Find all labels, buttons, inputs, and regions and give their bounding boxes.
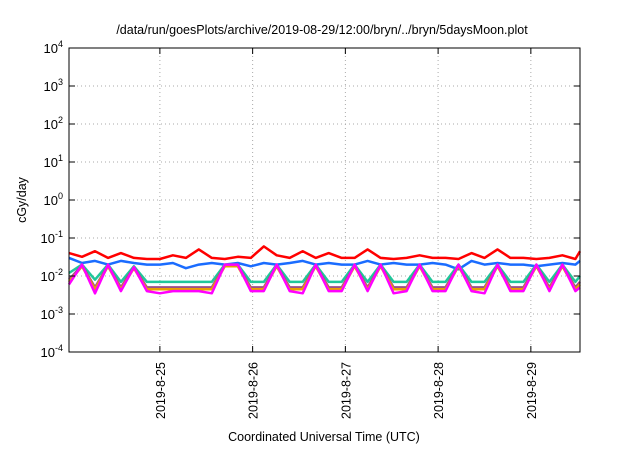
- x-tick-label: 2019-8-25: [154, 362, 168, 419]
- series-line-magenta: [67, 263, 581, 295]
- series-group: [67, 245, 582, 295]
- y-tick-label: 104: [44, 39, 63, 56]
- y-tick-label: 100: [44, 191, 63, 208]
- x-tick-label: 2019-8-29: [525, 362, 539, 419]
- y-tick-label: 10-1: [41, 229, 63, 246]
- y-tick-label: 10-3: [41, 305, 63, 322]
- series-line-blue: [68, 256, 581, 271]
- y-tick-label: 101: [44, 153, 63, 170]
- y-tick-label: 102: [44, 115, 63, 132]
- series-line-red: [68, 245, 582, 261]
- y-tick-label: 10-2: [41, 267, 63, 284]
- y-tick-label: 103: [44, 77, 63, 94]
- x-tick-label: 2019-8-28: [432, 362, 446, 419]
- chart-title: /data/run/goesPlots/archive/2019-08-29/1…: [116, 23, 528, 37]
- x-axis-label: Coordinated Universal Time (UTC): [228, 430, 420, 444]
- x-tick-label: 2019-8-27: [339, 362, 353, 419]
- y-tick-label: 10-4: [41, 343, 63, 360]
- x-tick-label: 2019-8-26: [247, 362, 261, 419]
- grid: [69, 48, 580, 352]
- y-axis: 104 103 102 101 100 10-1 10-2 10-3 10-4: [41, 39, 580, 360]
- x-axis: 2019-8-25 2019-8-26 2019-8-27 2019-8-28 2019…: [154, 48, 539, 419]
- y-axis-label: cGy/day: [15, 176, 29, 223]
